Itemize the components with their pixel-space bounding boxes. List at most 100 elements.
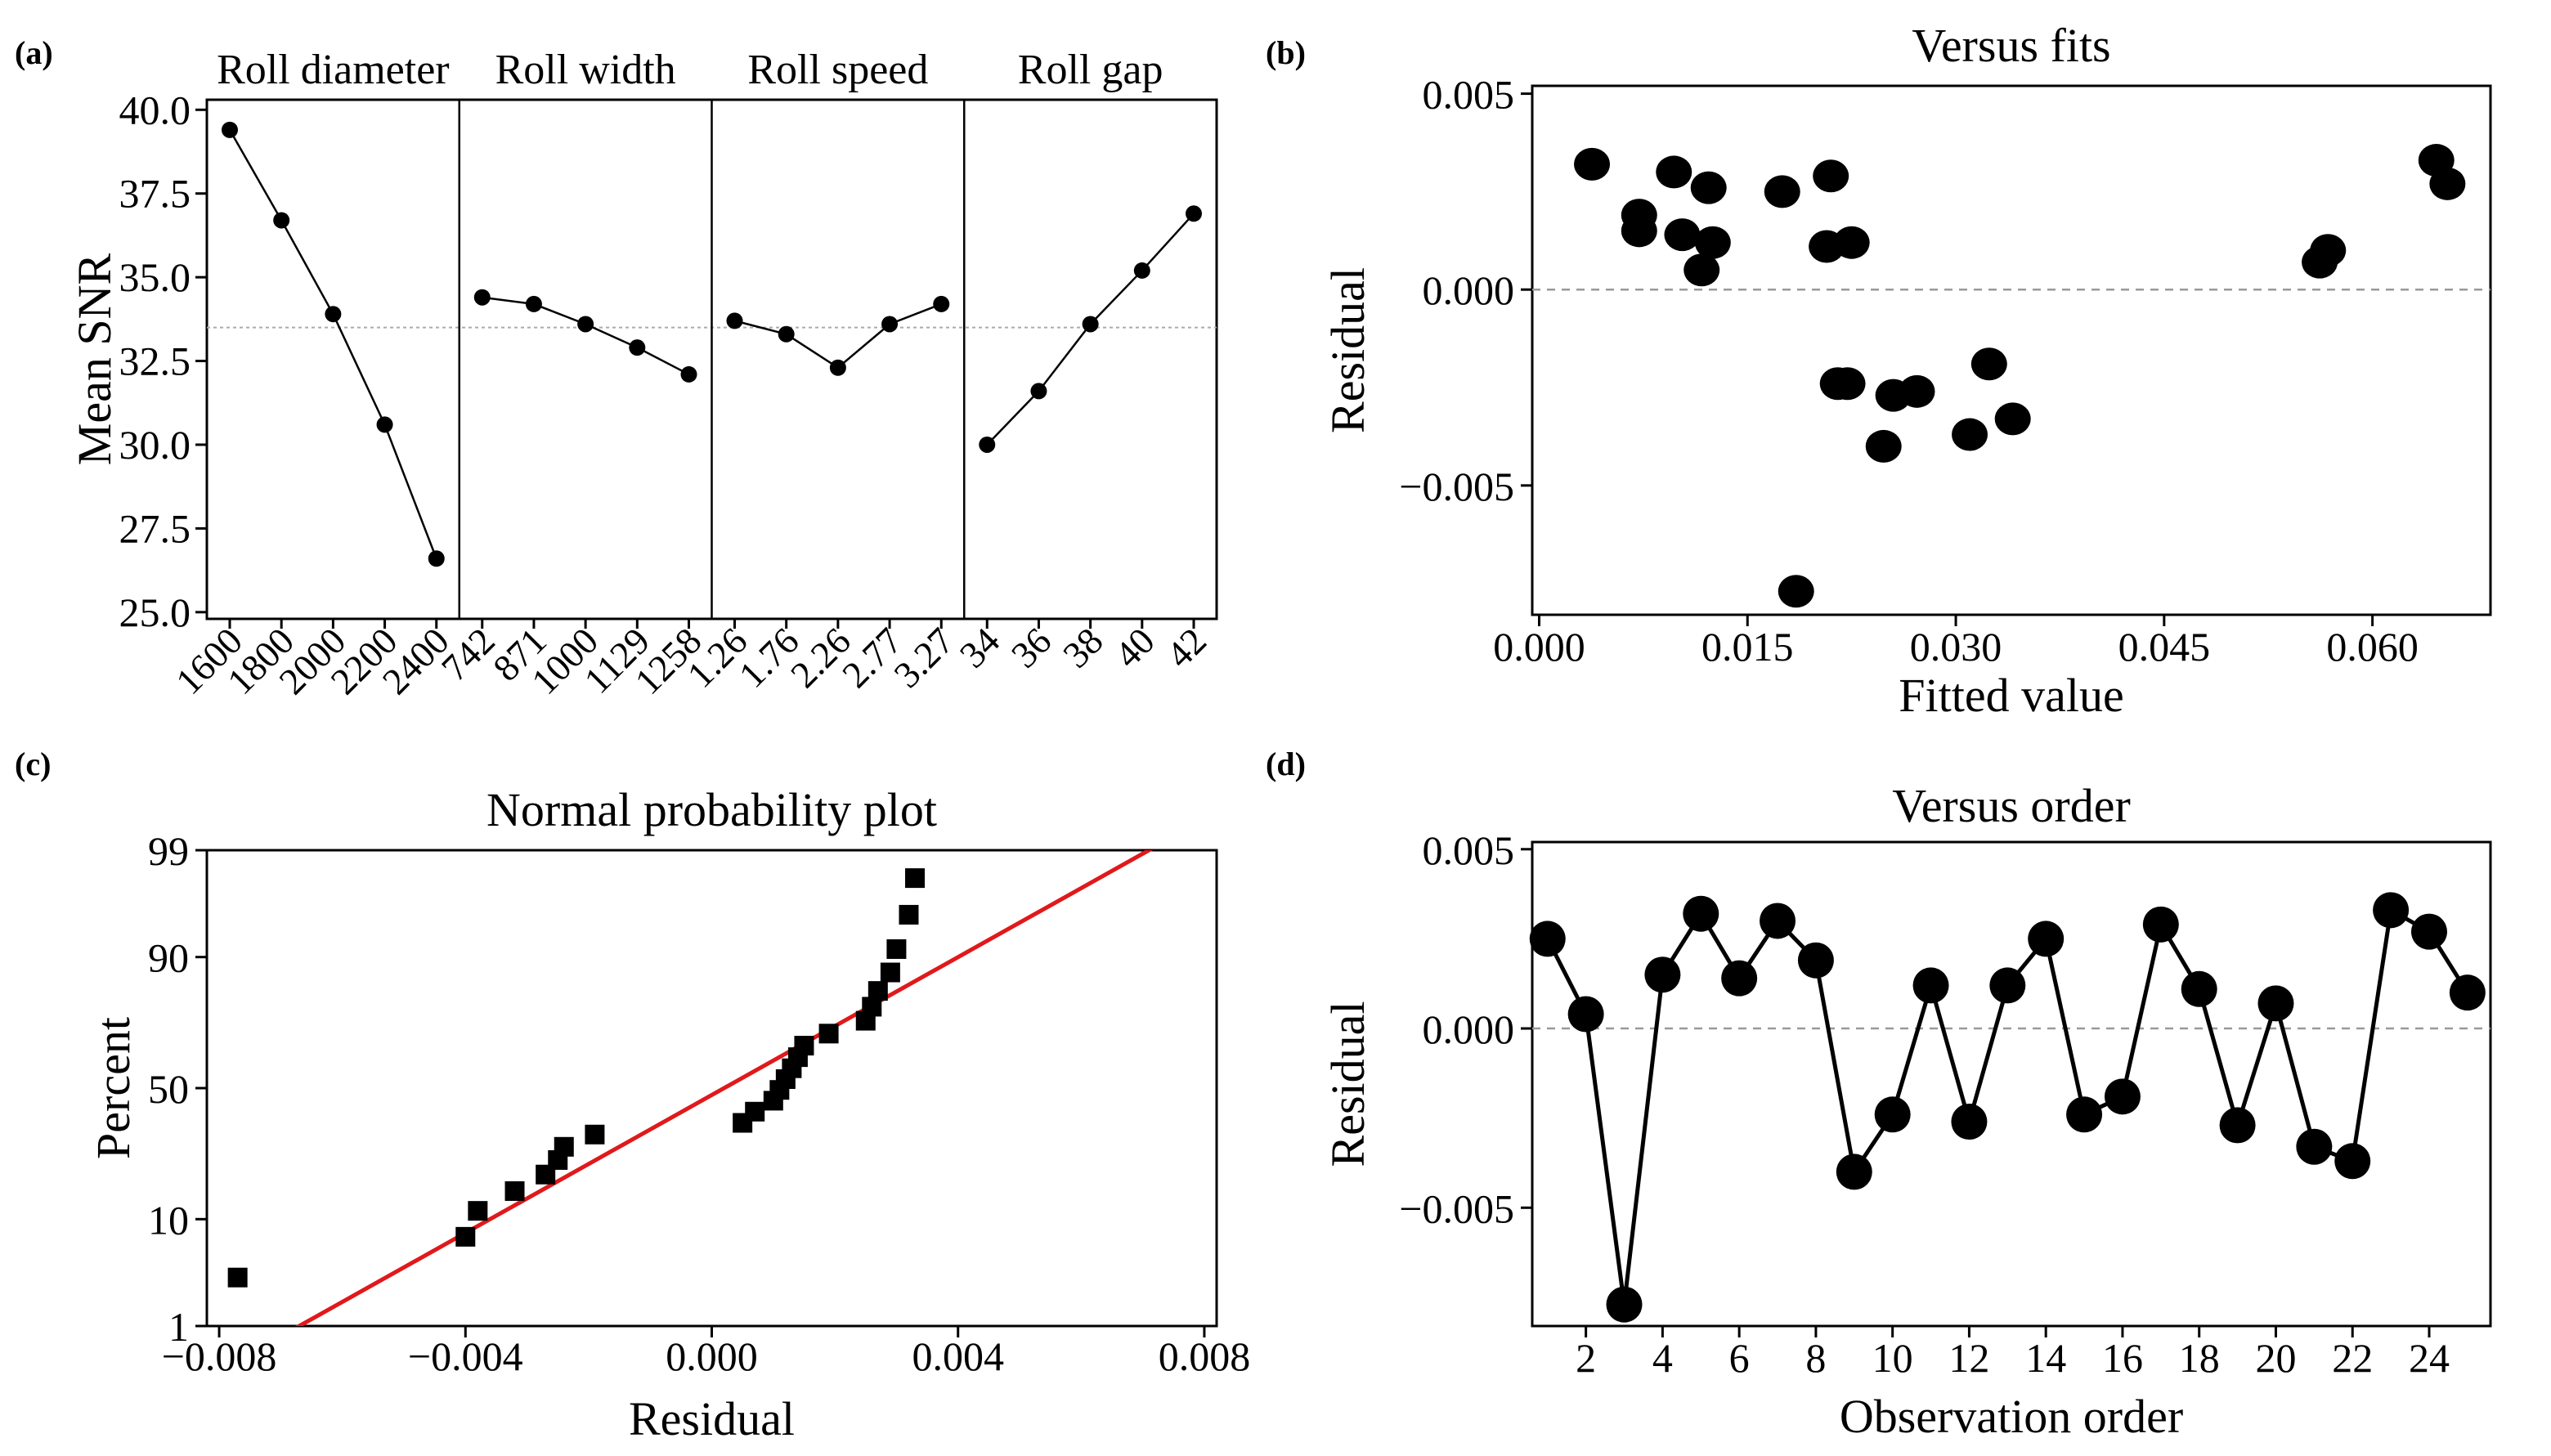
x-tick-label: 42 bbox=[1158, 620, 1214, 676]
effect-point bbox=[680, 365, 697, 383]
residual-point bbox=[2449, 974, 2486, 1011]
residual-point bbox=[1829, 367, 1866, 401]
x-tick-label: 0.045 bbox=[2118, 624, 2211, 670]
residual-point bbox=[1683, 895, 1719, 932]
residual-point bbox=[1912, 967, 1949, 1004]
x-tick-label: 10 bbox=[1872, 1335, 1913, 1381]
residual-point bbox=[2066, 1096, 2103, 1133]
effect-point bbox=[979, 436, 996, 453]
factor-name: Roll gap bbox=[1018, 47, 1163, 93]
x-tick-label: −0.004 bbox=[408, 1333, 523, 1379]
probability-point bbox=[899, 904, 919, 925]
residual-point bbox=[1951, 1104, 1988, 1140]
x-axis-label: Fitted value bbox=[1899, 669, 2123, 722]
residual-point bbox=[2219, 1107, 2256, 1144]
residual-point bbox=[1952, 418, 1988, 451]
normal-fit-line bbox=[294, 850, 1154, 1326]
effect-point bbox=[473, 289, 491, 306]
x-tick-label: 6 bbox=[1729, 1335, 1750, 1381]
y-tick-label: 0.005 bbox=[1423, 72, 1515, 118]
probability-point bbox=[227, 1267, 248, 1288]
residual-point bbox=[2181, 970, 2217, 1007]
x-tick-label: 24 bbox=[2409, 1335, 2450, 1381]
x-tick-label: 22 bbox=[2332, 1335, 2373, 1381]
y-tick-label: 1 bbox=[168, 1304, 189, 1350]
residual-point bbox=[1690, 171, 1727, 204]
y-axis-label: Mean SNR bbox=[68, 253, 121, 465]
chart-title: Versus fits bbox=[1912, 19, 2110, 72]
y-axis-label: Residual bbox=[1321, 1001, 1374, 1167]
factor-effect-line bbox=[734, 302, 942, 370]
residual-point bbox=[2429, 167, 2466, 200]
probability-point bbox=[905, 868, 926, 889]
probability-point bbox=[554, 1136, 574, 1157]
residual-point bbox=[1778, 575, 1814, 608]
effect-point bbox=[376, 416, 393, 433]
versus-fits-plot: Versus fits 0.000 0.015 0.030 0.045 0.060 0.00… bbox=[1321, 19, 2492, 722]
effect-point bbox=[1186, 205, 1202, 222]
effect-point bbox=[1082, 316, 1099, 333]
y-tick-label: 35.0 bbox=[119, 254, 191, 300]
probability-point bbox=[504, 1180, 525, 1201]
effect-point bbox=[222, 121, 238, 138]
residual-point bbox=[2257, 985, 2294, 1022]
main-effects-plot: 25.0 27.5 30.0 32.5 35.0 37.5 40.0 Mean SNR Roll… bbox=[68, 47, 1218, 702]
x-tick-label: 8 bbox=[1805, 1335, 1826, 1381]
y-tick-label: 10 bbox=[148, 1197, 189, 1243]
normal-probability-plot: Normal probability plot −0.008 −0.004 0.000… bbox=[87, 783, 1251, 1445]
residual-point bbox=[1644, 956, 1681, 993]
x-axis-label: Residual bbox=[629, 1392, 795, 1445]
x-tick-label: 38 bbox=[1055, 620, 1111, 676]
y-tick-label: 37.5 bbox=[119, 171, 191, 217]
x-tick-label: 4 bbox=[1652, 1335, 1673, 1381]
x-tick-label: 0.004 bbox=[912, 1333, 1004, 1379]
residual-point bbox=[2373, 892, 2410, 929]
x-tick-label: 0.000 bbox=[1493, 624, 1585, 670]
y-tick-label: 40.0 bbox=[119, 87, 191, 132]
effect-point bbox=[273, 212, 290, 229]
plot-frame bbox=[205, 849, 1218, 1328]
x-tick-label: 40 bbox=[1106, 620, 1163, 676]
residual-point bbox=[2310, 234, 2347, 267]
effect-point bbox=[428, 550, 445, 567]
x-tick-label: 12 bbox=[1948, 1335, 1989, 1381]
residual-point bbox=[2296, 1128, 2333, 1165]
residual-point bbox=[1865, 429, 1902, 463]
residual-point bbox=[1833, 226, 1870, 259]
y-tick-label: 0.000 bbox=[1423, 1006, 1515, 1052]
effect-point bbox=[778, 325, 795, 343]
x-tick-label: 20 bbox=[2255, 1335, 2296, 1381]
residual-point bbox=[1813, 159, 1849, 193]
x-tick-label: 0.030 bbox=[1910, 624, 2002, 670]
panel-tag-b: (b) bbox=[1266, 34, 1306, 71]
y-tick-label: 50 bbox=[148, 1066, 189, 1112]
residual-point bbox=[1529, 921, 1566, 957]
residual-point bbox=[1764, 175, 1800, 208]
residual-point bbox=[1621, 214, 1657, 248]
residual-point bbox=[2410, 913, 2447, 950]
x-tick-label: 0.008 bbox=[1159, 1333, 1251, 1379]
panel-tag-c: (c) bbox=[15, 746, 51, 782]
effect-point bbox=[577, 316, 594, 333]
residual-point bbox=[2142, 906, 2179, 943]
y-tick-label: 90 bbox=[148, 935, 189, 981]
probability-point bbox=[468, 1201, 488, 1221]
y-tick-label: 27.5 bbox=[119, 505, 191, 551]
residual-point bbox=[1574, 147, 1611, 181]
plot-frame bbox=[1531, 84, 2492, 616]
x-tick-label: 0.000 bbox=[666, 1333, 758, 1379]
y-axis-label: Residual bbox=[1321, 267, 1374, 433]
chart-title: Versus order bbox=[1892, 779, 2131, 832]
x-tick-label: 14 bbox=[2025, 1335, 2066, 1381]
plot-frame bbox=[1531, 840, 2492, 1328]
residual-point bbox=[1836, 1154, 1872, 1190]
y-tick-label: 32.5 bbox=[119, 338, 191, 384]
residual-point bbox=[1656, 155, 1692, 189]
y-tick-label: 99 bbox=[148, 828, 189, 874]
probability-point bbox=[745, 1101, 765, 1122]
y-tick-label: 0.005 bbox=[1423, 827, 1515, 873]
panel-tag-d: (d) bbox=[1266, 746, 1306, 782]
factor-effect-line bbox=[228, 129, 437, 559]
